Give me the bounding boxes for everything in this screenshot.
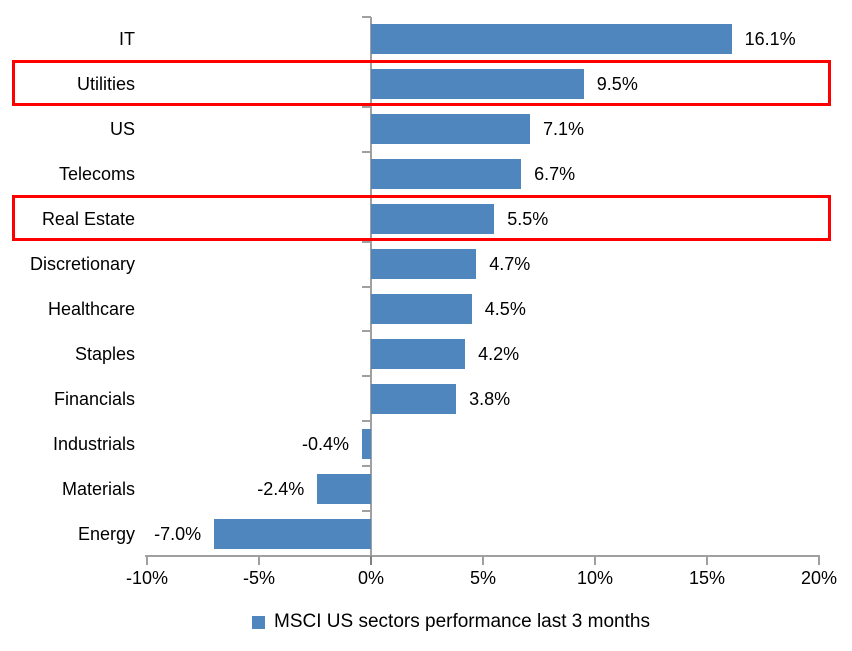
category-label: Utilities	[76, 74, 135, 95]
x-axis-tick	[482, 556, 484, 565]
category-label: Staples	[74, 343, 135, 364]
x-tick-label: 0%	[357, 568, 384, 588]
category-label: Financials	[53, 388, 135, 409]
highlight-box	[12, 195, 831, 242]
highlight-box	[12, 60, 831, 107]
x-tick-label: -5%	[242, 568, 275, 588]
value-label: 5.5%	[507, 209, 549, 230]
bar	[371, 383, 457, 414]
y-axis-tick	[362, 105, 371, 108]
value-label: -0.4%	[302, 433, 350, 454]
value-label: 16.1%	[744, 29, 796, 50]
y-axis-line	[370, 17, 372, 556]
y-axis-tick	[362, 16, 371, 18]
value-label: 9.5%	[596, 74, 638, 95]
category-label: Materials	[61, 478, 135, 499]
value-label: 6.7%	[534, 164, 576, 185]
category-label: Telecoms	[58, 164, 135, 185]
y-axis-tick	[362, 375, 371, 378]
x-axis-tick	[706, 556, 708, 565]
y-axis-tick	[362, 510, 371, 513]
value-label: 4.2%	[478, 343, 520, 364]
category-label: US	[109, 119, 135, 140]
value-label: 7.1%	[543, 119, 585, 140]
y-axis-tick	[362, 465, 371, 468]
y-axis-tick	[362, 285, 371, 288]
value-label: -7.0%	[154, 523, 202, 544]
legend: MSCI US sectors performance last 3 month…	[25, 610, 852, 634]
category-label: IT	[119, 29, 135, 50]
x-axis-tick	[146, 556, 148, 565]
x-tick-label: -10%	[125, 568, 169, 588]
x-tick-label: 5%	[469, 568, 496, 588]
x-axis-tick	[258, 556, 260, 565]
legend-swatch-icon	[252, 615, 266, 629]
x-tick-label: 10%	[576, 568, 614, 588]
legend-label: MSCI US sectors performance last 3 month…	[274, 611, 650, 632]
x-axis-tick	[818, 556, 820, 565]
x-axis-tick	[370, 556, 372, 565]
x-axis-tick	[594, 556, 596, 565]
x-tick-label: 20%	[800, 568, 838, 588]
bar	[317, 473, 371, 504]
y-axis-tick	[362, 420, 371, 423]
category-label: Energy	[77, 523, 135, 544]
category-label: Discretionary	[29, 254, 135, 275]
bar	[371, 114, 531, 145]
bar	[362, 428, 371, 459]
bar	[371, 24, 732, 55]
value-label: 4.7%	[489, 254, 531, 275]
category-label: Industrials	[52, 433, 135, 454]
x-tick-label: 15%	[688, 568, 726, 588]
y-axis-tick	[362, 240, 371, 243]
bar	[371, 293, 472, 324]
bar	[371, 159, 522, 190]
category-label: Real Estate	[41, 209, 135, 230]
bar	[371, 338, 466, 369]
value-label: -2.4%	[257, 478, 305, 499]
bar	[371, 69, 584, 100]
bar	[371, 249, 477, 280]
y-axis-tick	[362, 330, 371, 333]
category-label: Healthcare	[47, 298, 135, 319]
value-label: 3.8%	[469, 388, 511, 409]
bar	[214, 518, 371, 549]
y-axis-tick	[362, 150, 371, 153]
value-label: 4.5%	[484, 298, 526, 319]
bar	[371, 204, 495, 235]
